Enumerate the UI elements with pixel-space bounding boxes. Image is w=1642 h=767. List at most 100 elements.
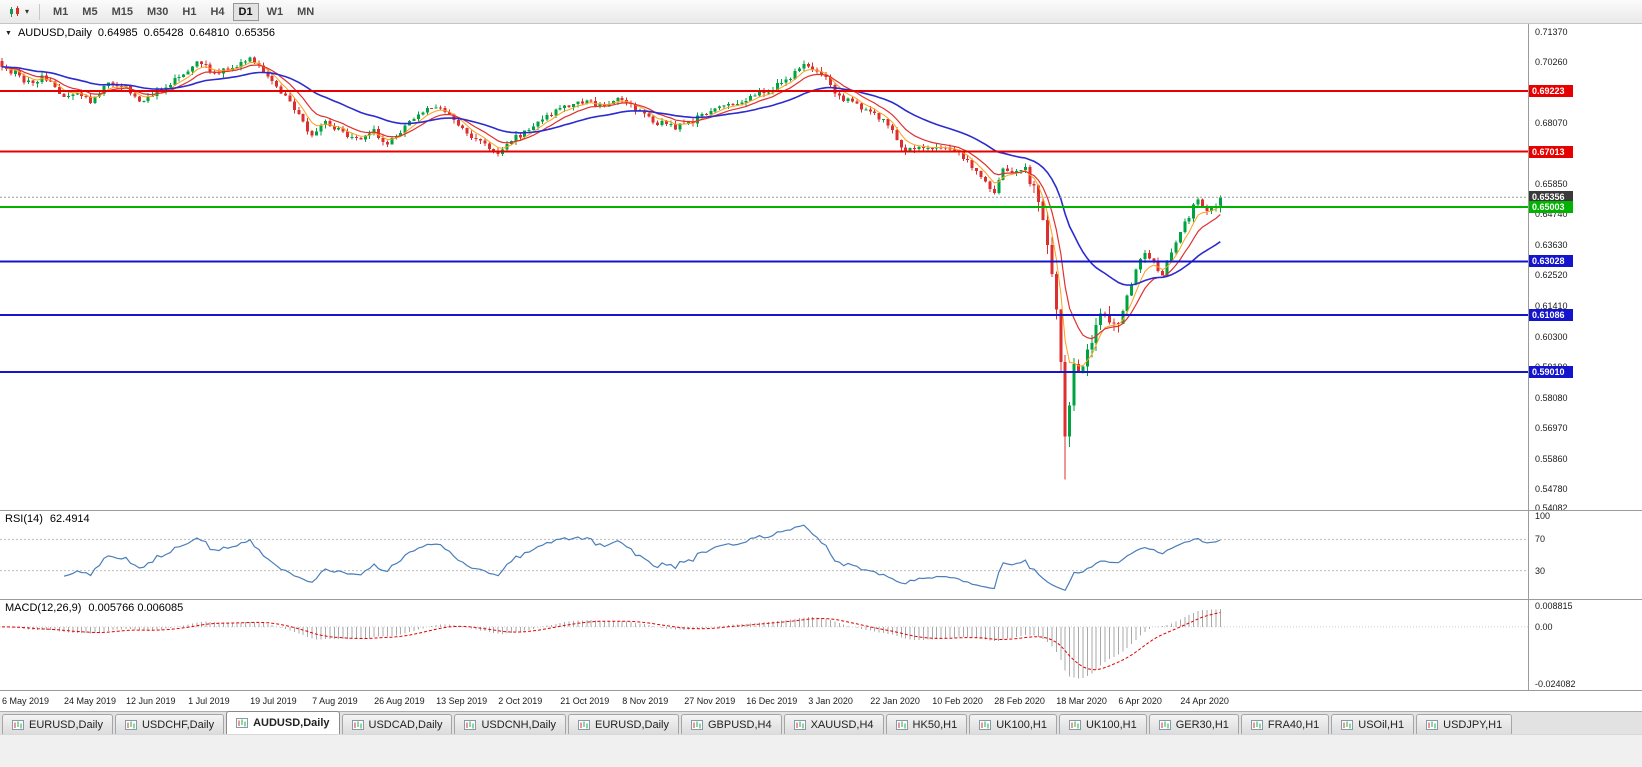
macd-axis-label: 0.008815 (1535, 601, 1573, 611)
price-axis-min-label: 0.54082 (1535, 502, 1568, 513)
price-axis-label: 0.68070 (1535, 117, 1568, 128)
chart-tab-uk100-h1[interactable]: UK100,H1 (1058, 714, 1147, 734)
rsi-chart-canvas[interactable] (0, 511, 1528, 599)
timeframe-m1-button[interactable]: M1 (47, 3, 74, 21)
chart-tab-usoil-h1[interactable]: USOil,H1 (1331, 714, 1415, 734)
price-axis-label: 0.55860 (1535, 453, 1568, 464)
rsi-axis-label: 30 (1535, 565, 1546, 576)
mini-chart-icon (236, 718, 249, 728)
time-axis[interactable]: 6 May 2019 24 May 2019 12 Jun 2019 1 Jul 20… (0, 691, 1528, 711)
chart-tab-ger30-h1[interactable]: GER30,H1 (1148, 714, 1239, 734)
ohlc-low: 0.64810 (189, 27, 230, 39)
pane-separator[interactable] (0, 510, 1642, 511)
rsi-axis-label: 100 (1535, 511, 1551, 521)
mini-chart-icon (464, 719, 477, 730)
timeframe-w1-button[interactable]: W1 (261, 3, 290, 21)
chevron-down-icon: ▾ (25, 7, 30, 16)
chart-title: ▼ AUDUSD,Daily 0.64985 0.65428 0.64810 0… (5, 27, 275, 39)
date-axis-label: 26 Aug 2019 (374, 696, 425, 706)
date-axis-label: 24 May 2019 (64, 696, 117, 706)
price-chart-canvas[interactable] (0, 24, 1528, 510)
chart-tab-usdjpy-h1[interactable]: USDJPY,H1 (1416, 714, 1513, 734)
price-axis-label: 0.71370 (1535, 26, 1568, 37)
ohlc-close: 0.65356 (235, 27, 275, 39)
level-price-badge: 0.65003 (1529, 201, 1573, 213)
timeframe-m5-button[interactable]: M5 (76, 3, 103, 21)
date-axis-label: 3 Jan 2020 (808, 696, 853, 706)
rsi-name: RSI(14) (5, 513, 43, 525)
level-price-badge: 0.63028 (1529, 255, 1573, 268)
chart-tab-gbpusd-h4[interactable]: GBPUSD,H4 (681, 714, 782, 734)
chart-tab-audusd-daily[interactable]: AUDUSD,Daily (226, 711, 340, 734)
macd-name: MACD(12,26,9) (5, 602, 82, 614)
chart-tab-usdchf-daily[interactable]: USDCHF,Daily (114, 714, 225, 734)
timeframe-mn-button[interactable]: MN (291, 3, 320, 21)
price-axis-label: 0.54780 (1535, 483, 1568, 494)
rsi-label: RSI(14) 62.4914 (5, 513, 90, 525)
mini-chart-icon (12, 719, 24, 730)
chart-tab-fra40-h1[interactable]: FRA40,H1 (1240, 714, 1330, 734)
level-price-badge: 0.61086 (1529, 308, 1573, 321)
chart-tab-bar: EURUSD,Daily USDCHF,Daily AUDUSD,Daily USDC… (0, 711, 1642, 734)
mini-chart-icon (124, 719, 137, 730)
level-price-badge: 0.67013 (1529, 145, 1573, 158)
mini-chart-icon (1158, 719, 1171, 730)
timeframe-h4-button[interactable]: H4 (204, 3, 230, 21)
timeframe-buttons: M1 M5 M15 M30 H1 H4 D1 W1 MN (46, 2, 321, 21)
tab-label: GER30,H1 (1175, 718, 1229, 731)
timeframe-h1-button[interactable]: H1 (176, 3, 202, 21)
macd-indicator-pane[interactable]: MACD(12,26,9) 0.005766 0.006085 (0, 600, 1528, 690)
tab-label: USOil,H1 (1358, 718, 1405, 731)
date-axis-label: 1 Jul 2019 (188, 696, 230, 706)
symbol-label: AUDUSD,Daily (17, 27, 92, 39)
price-axis-label: 0.58080 (1535, 392, 1568, 403)
chart-tab-usdcad-daily[interactable]: USDCAD,Daily (341, 714, 453, 734)
chart-tab-uk100-h1[interactable]: UK100,H1 (969, 714, 1057, 734)
rsi-value: 62.4914 (49, 513, 90, 525)
price-axis-label: 0.63630 (1535, 239, 1568, 250)
price-axis-label: 0.64740 (1535, 209, 1568, 220)
mini-chart-icon (895, 719, 908, 730)
date-axis-label: 8 Nov 2019 (622, 696, 669, 706)
macd-label: MACD(12,26,9) 0.005766 0.006085 (5, 602, 183, 614)
timeframe-d1-button[interactable]: D1 (232, 2, 259, 21)
main-price-pane[interactable]: ▼ AUDUSD,Daily 0.64985 0.65428 0.64810 0… (0, 24, 1528, 510)
chart-type-button[interactable]: ▾ (4, 2, 33, 22)
collapse-arrow-icon[interactable]: ▼ (5, 29, 12, 37)
macd-axis-label: 0.00 (1535, 621, 1553, 632)
chart-tab-eurusd-daily[interactable]: EURUSD,Daily (568, 714, 679, 734)
price-axis-label: 0.61410 (1535, 301, 1568, 311)
date-axis-label: 2 Oct 2019 (498, 696, 543, 706)
date-axis-label: 10 Feb 2020 (932, 696, 983, 706)
ohlc-open: 0.64985 (97, 27, 138, 39)
price-axis-separator (1528, 24, 1529, 691)
chart-tab-eurusd-daily[interactable]: EURUSD,Daily (2, 714, 113, 734)
mini-chart-icon (1426, 719, 1439, 730)
tab-label: USDCHF,Daily (141, 718, 215, 731)
tab-label: UK100,H1 (1085, 718, 1137, 731)
timeframe-m15-button[interactable]: M15 (106, 3, 139, 21)
date-axis-label: 6 Apr 2020 (1118, 696, 1162, 706)
chart-tab-xauusd-h4[interactable]: XAUUSD,H4 (783, 714, 884, 734)
ma-5-line (1, 61, 1221, 367)
mini-chart-icon (1068, 719, 1081, 730)
pane-separator[interactable] (0, 599, 1642, 600)
price-axis-label: 0.60300 (1535, 331, 1568, 342)
rsi-line (63, 524, 1221, 592)
tab-label: AUDUSD,Daily (253, 717, 330, 729)
macd-histogram (5, 609, 1221, 679)
rsi-indicator-pane[interactable]: RSI(14) 62.4914 (0, 511, 1528, 599)
chart-tab-hk50-h1[interactable]: HK50,H1 (885, 714, 968, 734)
chart-tab-usdcnh-daily[interactable]: USDCNH,Daily (454, 714, 567, 734)
macd-chart-canvas[interactable] (0, 600, 1528, 690)
rsi-axis-label: 70 (1535, 534, 1546, 545)
price-axis[interactable]: 0.713700.702600.691500.680700.669600.658… (1529, 24, 1642, 711)
status-bar (0, 734, 1642, 767)
timeframe-m30-button[interactable]: M30 (141, 3, 174, 21)
date-axis-label: 19 Jul 2019 (250, 696, 297, 706)
tab-label: XAUUSD,H4 (810, 718, 874, 731)
mini-chart-icon (351, 719, 364, 730)
ma-10-line (1, 64, 1221, 340)
mini-chart-icon (793, 719, 806, 730)
horizontal-level-lines (0, 89, 1528, 373)
